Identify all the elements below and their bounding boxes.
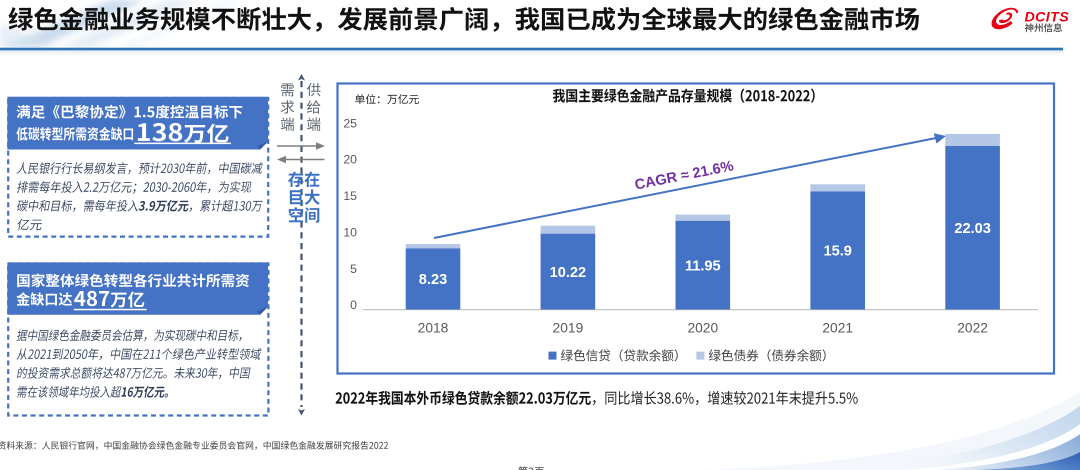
svg-text:10: 10: [343, 225, 357, 239]
svg-text:8.23: 8.23: [419, 272, 447, 288]
svg-text:2019: 2019: [553, 321, 584, 336]
svg-text:22.03: 22.03: [954, 221, 991, 237]
svg-text:20: 20: [343, 153, 357, 167]
svg-text:DCITS: DCITS: [1025, 10, 1070, 26]
svg-text:2021: 2021: [822, 321, 853, 336]
svg-text:10.22: 10.22: [550, 265, 587, 281]
svg-text:11.95: 11.95: [685, 258, 721, 274]
svg-text:2018: 2018: [418, 321, 449, 336]
svg-text:25: 25: [343, 116, 357, 130]
svg-text:5: 5: [350, 262, 357, 276]
svg-text:15: 15: [343, 189, 357, 203]
svg-text:2022: 2022: [957, 321, 988, 336]
svg-text:0: 0: [350, 298, 357, 312]
svg-text:15.9: 15.9: [823, 244, 851, 260]
svg-text:2020: 2020: [687, 321, 718, 336]
